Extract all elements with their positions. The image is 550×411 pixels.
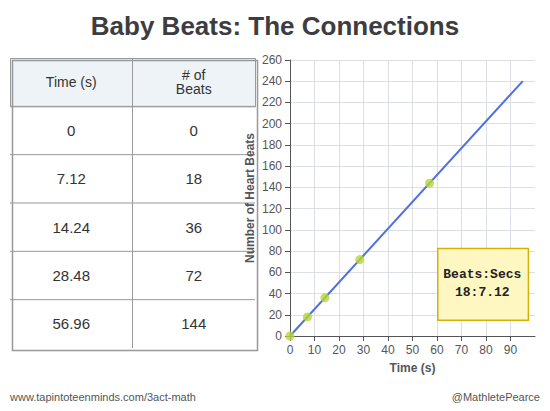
svg-text:100: 100 [262,223,282,237]
svg-text:220: 220 [262,95,282,109]
svg-text:Beats: Beats [176,81,212,97]
svg-text:60: 60 [430,343,444,357]
svg-text:20: 20 [332,343,346,357]
svg-text:10: 10 [308,343,322,357]
svg-text:14.24: 14.24 [52,219,90,236]
svg-text:www.tapintoteenminds.com/3act-: www.tapintoteenminds.com/3act-math [9,391,196,403]
svg-text:60: 60 [269,265,283,279]
svg-text:18:7.12: 18:7.12 [455,285,510,300]
svg-text:7.12: 7.12 [57,170,86,187]
svg-text:90: 90 [504,343,518,357]
svg-text:200: 200 [262,117,282,131]
svg-text:144: 144 [181,315,206,332]
svg-text:36: 36 [185,219,202,236]
svg-text:Baby Beats: The Connections: Baby Beats: The Connections [91,11,459,41]
svg-text:72: 72 [185,267,202,284]
svg-text:Time (s): Time (s) [390,361,436,375]
svg-text:30: 30 [357,343,371,357]
svg-text:Beats:Secs: Beats:Secs [443,267,521,282]
svg-text:70: 70 [455,343,469,357]
svg-text:0: 0 [190,122,198,139]
svg-text:Time (s): Time (s) [46,74,97,90]
svg-text:18: 18 [185,170,202,187]
svg-text:20: 20 [269,308,283,322]
svg-text:0: 0 [287,343,294,357]
svg-text:56.96: 56.96 [52,315,90,332]
svg-text:50: 50 [406,343,420,357]
svg-text:80: 80 [479,343,493,357]
svg-text:28.48: 28.48 [52,267,90,284]
svg-text:140: 140 [262,180,282,194]
svg-text:40: 40 [269,287,283,301]
svg-text:240: 240 [262,74,282,88]
svg-text:@MathletePearce: @MathletePearce [452,391,540,403]
svg-text:0: 0 [275,329,282,343]
svg-text:Number of Heart Beats: Number of Heart Beats [243,133,257,263]
svg-text:0: 0 [67,122,75,139]
svg-text:180: 180 [262,138,282,152]
svg-text:260: 260 [262,53,282,67]
svg-text:160: 160 [262,159,282,173]
svg-text:80: 80 [269,244,283,258]
svg-text:# of: # of [182,67,206,84]
svg-text:120: 120 [262,202,282,216]
svg-text:40: 40 [381,343,395,357]
